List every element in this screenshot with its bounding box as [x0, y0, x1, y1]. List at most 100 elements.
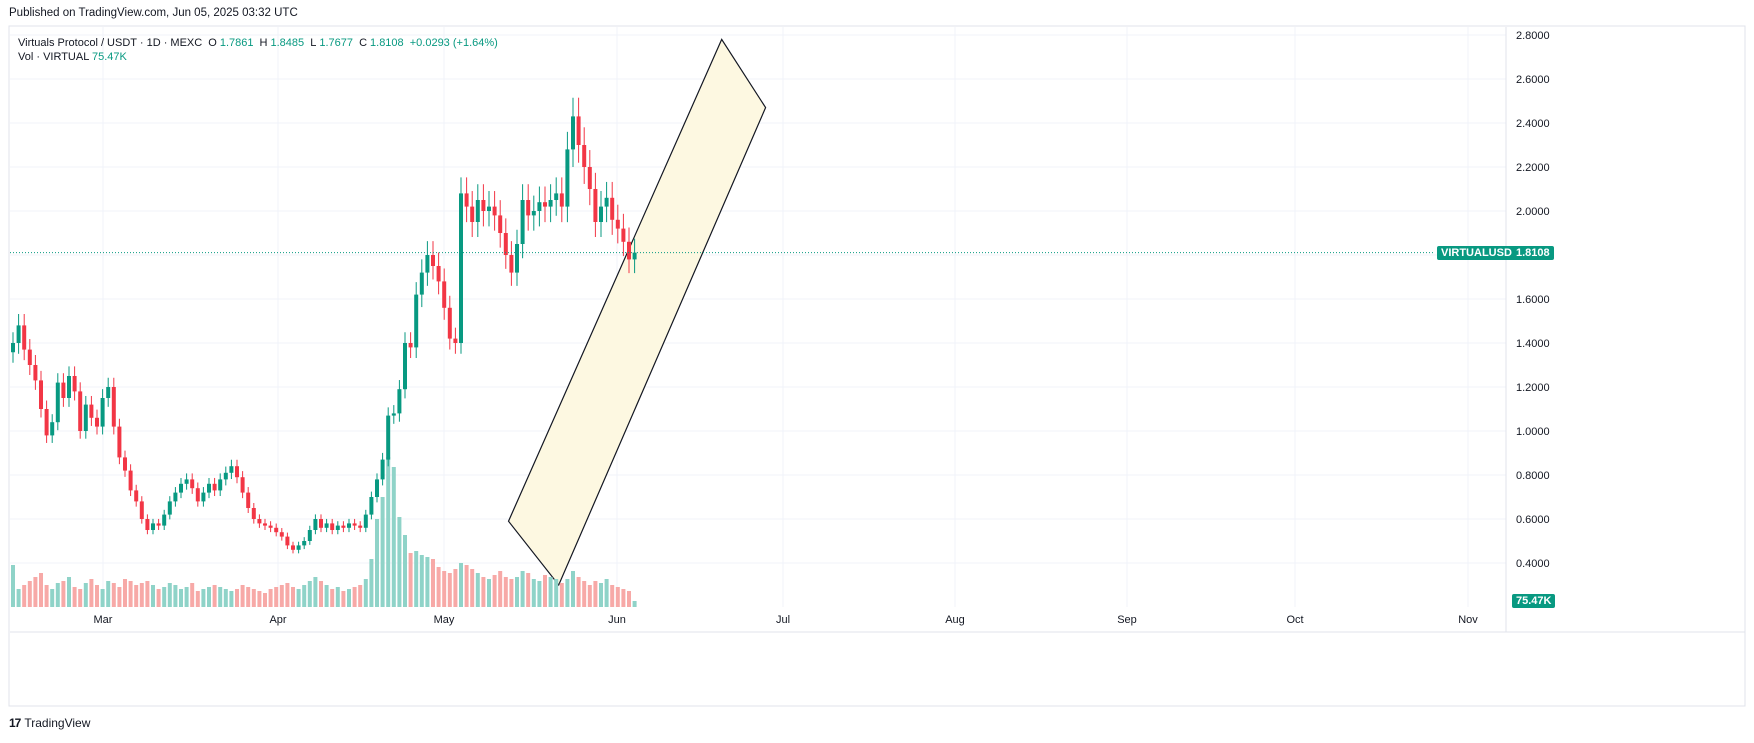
volume-bar — [235, 589, 239, 607]
candle-body — [319, 519, 323, 528]
volume-bar — [291, 587, 295, 607]
volume-bar — [358, 585, 363, 607]
volume-bar — [207, 587, 211, 607]
candle-body — [459, 193, 463, 343]
volume-bar — [453, 569, 458, 607]
candle-body — [128, 470, 133, 491]
candle-body — [515, 244, 519, 273]
candle-body — [39, 380, 43, 409]
candle-body — [16, 325, 21, 343]
candle-body — [386, 415, 391, 460]
volume-bar — [223, 589, 228, 607]
candle-body — [543, 202, 547, 207]
x-tick-label: Jul — [776, 614, 790, 626]
volume-bar — [431, 559, 435, 607]
volume-bar — [44, 585, 49, 607]
volume-bar — [436, 567, 441, 607]
volume-bar — [307, 581, 312, 607]
volume-tag: 75.47K — [1512, 594, 1556, 608]
tradingview-logo-icon: 17 — [9, 716, 21, 730]
candle-body — [425, 255, 430, 273]
y-tick-label: 2.8000 — [1516, 30, 1550, 42]
candle-body — [391, 413, 396, 416]
volume-label: Vol · VIRTUAL — [18, 51, 89, 63]
candle-body — [582, 145, 587, 167]
candle-body — [156, 523, 161, 526]
volume-bar — [117, 587, 122, 607]
candle-body — [167, 501, 172, 515]
candle-body — [475, 200, 480, 222]
candle-body — [604, 197, 609, 207]
candle-body — [50, 422, 55, 436]
candle-body — [223, 472, 228, 480]
y-tick-label: 1.6000 — [1516, 294, 1550, 306]
candle-body — [503, 233, 508, 255]
volume-bar — [246, 587, 251, 607]
candle-body — [531, 211, 536, 216]
candle-body — [470, 206, 475, 222]
candle-body — [358, 525, 363, 528]
candle-body — [162, 514, 167, 526]
volume-bar — [212, 585, 217, 607]
volume-bar — [89, 579, 94, 607]
y-tick-label: 1.0000 — [1516, 426, 1550, 438]
volume-bar — [184, 587, 189, 607]
volume-bar — [492, 575, 497, 607]
volume-bar — [123, 579, 127, 607]
candle-body — [610, 197, 615, 220]
candle-body — [453, 338, 458, 343]
volume-bar — [145, 581, 150, 607]
candle-body — [78, 391, 83, 431]
volume-bar — [442, 571, 447, 607]
volume-bar — [190, 583, 195, 607]
candle-body — [190, 479, 195, 489]
candle-body — [554, 193, 559, 200]
volume-bar — [397, 517, 402, 607]
y-tick-label: 1.4000 — [1516, 338, 1550, 350]
volume-bar — [481, 577, 486, 607]
y-tick-label: 1.2000 — [1516, 382, 1550, 394]
volume-bar — [139, 583, 144, 607]
volume-bar — [83, 583, 88, 607]
high-value: 1.8485 — [270, 37, 305, 49]
volume-bar — [475, 573, 480, 607]
candle-body — [179, 483, 183, 493]
candle-body — [212, 483, 217, 491]
candle-body — [559, 193, 564, 207]
volume-bar — [61, 581, 66, 607]
high-label: H — [259, 37, 268, 49]
volume-bar — [106, 581, 111, 607]
volume-bar — [459, 563, 463, 607]
candle-body — [184, 479, 189, 484]
volume-bar — [610, 585, 615, 607]
volume-bar — [319, 581, 323, 607]
volume-bar — [11, 565, 15, 607]
x-tick-label: Nov — [1458, 614, 1478, 626]
candle-body — [145, 519, 150, 530]
volume-bar — [335, 587, 340, 607]
candle-body — [313, 519, 318, 530]
y-tick-label: 0.4000 — [1516, 558, 1550, 570]
price-tag-symbol: VIRTUALUSDT — [1437, 246, 1523, 260]
candle-body — [173, 492, 178, 502]
volume-bar — [134, 585, 139, 607]
volume-bar — [151, 585, 155, 607]
candle-body — [408, 343, 413, 348]
x-tick-label: Oct — [1286, 614, 1303, 626]
candle-body — [268, 525, 273, 528]
candle-body — [431, 255, 435, 266]
candle-body — [134, 490, 139, 502]
candle-body — [201, 492, 206, 502]
candle-body — [464, 193, 469, 207]
candle-body — [207, 483, 211, 493]
candle-body — [229, 466, 234, 473]
published-caption: Published on TradingView.com, Jun 05, 20… — [9, 7, 298, 19]
volume-bar — [279, 585, 284, 607]
volume-bar — [50, 589, 55, 607]
volume-bar — [386, 457, 391, 607]
candle-body — [117, 426, 122, 458]
candle-body — [151, 523, 155, 530]
candle-body — [492, 206, 497, 216]
candle-body — [627, 241, 631, 260]
